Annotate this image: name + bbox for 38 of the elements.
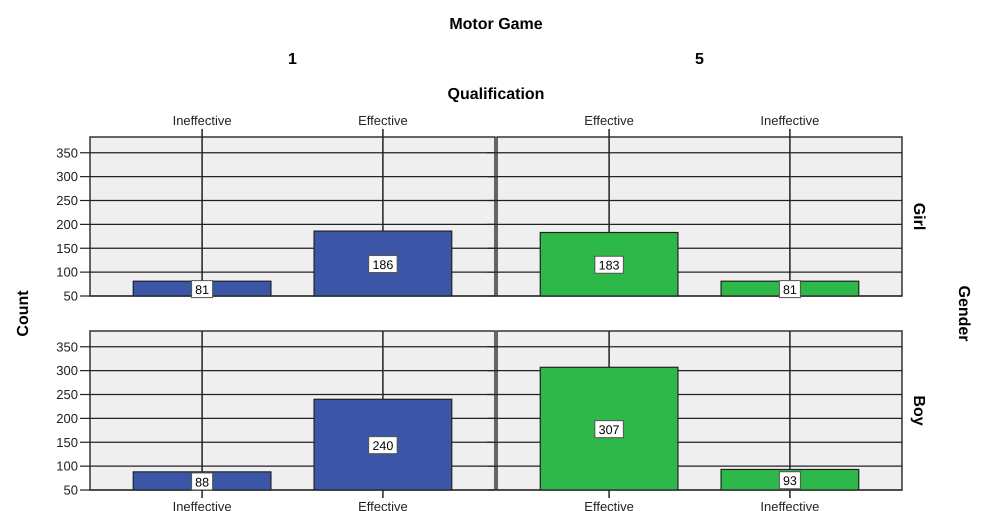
data-label: 186 — [372, 258, 394, 272]
y-tick-label: 50 — [64, 288, 78, 304]
data-label: 93 — [782, 474, 797, 488]
y-tick-label: 300 — [56, 169, 78, 184]
y2-axis-title: Girl — [910, 202, 927, 230]
data-label: 183 — [598, 258, 620, 273]
y-tick-label: 200 — [56, 216, 78, 232]
y-tick-label: 200 — [56, 410, 78, 426]
y-tick-label: 50 — [64, 482, 78, 498]
x-tick-label: Ineffective — [760, 499, 820, 511]
data-label: 81 — [195, 283, 210, 298]
data-label: 307 — [598, 423, 620, 438]
y2-axis-title: Boy — [910, 395, 927, 426]
x-tick-label: Effective — [358, 499, 408, 511]
y-axis-title: Count — [15, 290, 32, 337]
y-tick-label: 250 — [56, 387, 78, 402]
x-tick-label: Ineffective — [172, 113, 232, 128]
x-tick-label: Ineffective — [172, 499, 232, 511]
y-tick-label: 250 — [56, 193, 78, 208]
x-tick-label: Effective — [584, 113, 634, 128]
data-label: 81 — [782, 283, 797, 298]
data-label: 88 — [195, 475, 210, 490]
x-tick-label: Ineffective — [760, 113, 820, 128]
y-tick-label: 100 — [56, 458, 78, 474]
text: Gender — [955, 285, 972, 342]
x-tick-label: Effective — [358, 113, 408, 128]
x-axis-title: Qualification — [448, 86, 544, 103]
y-tick-label: 100 — [56, 264, 78, 280]
y-tick-label: 150 — [56, 434, 78, 450]
text: Motor Game — [449, 16, 543, 33]
y-tick-label: 150 — [56, 240, 78, 256]
y-tick-label: 350 — [56, 145, 78, 160]
y-tick-label: 350 — [56, 339, 78, 354]
chart-title: 1 — [288, 51, 298, 68]
x-tick-label: Effective — [584, 499, 634, 511]
y-tick-label: 300 — [56, 363, 78, 378]
chart-title: 5 — [695, 51, 704, 68]
data-label: 240 — [372, 439, 394, 454]
